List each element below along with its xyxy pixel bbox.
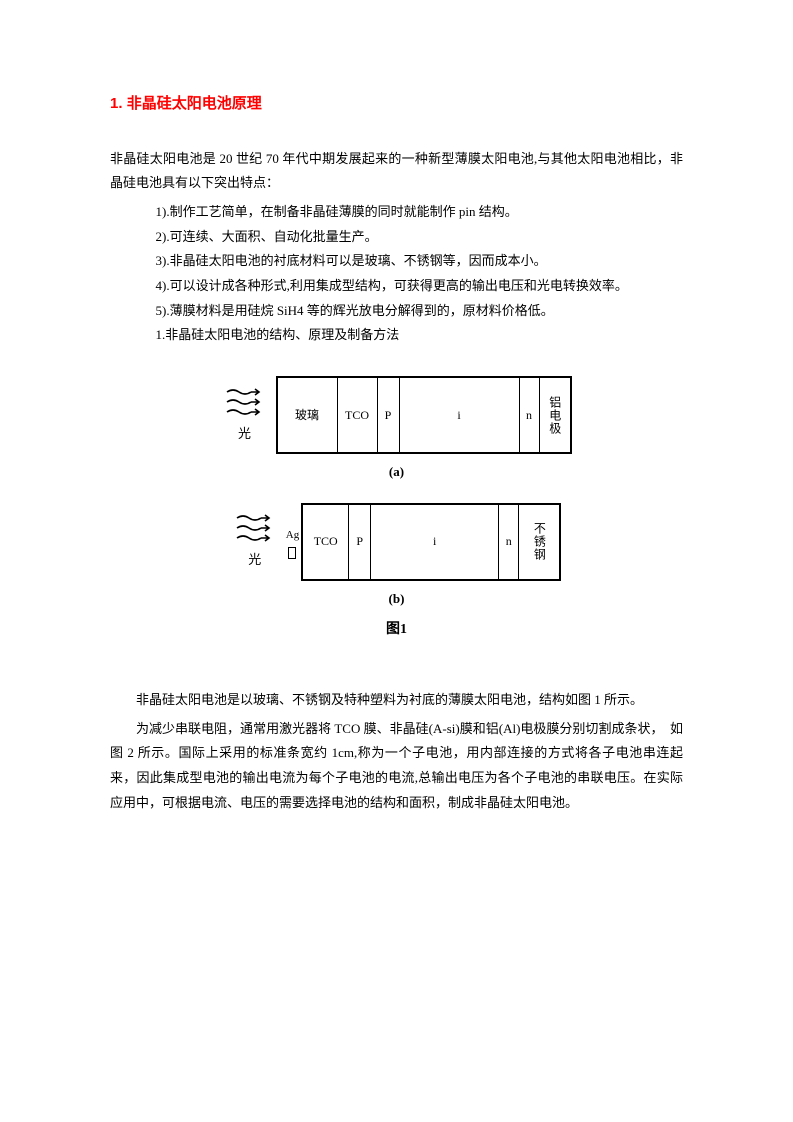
ag-label: Ag	[286, 525, 299, 546]
intro-paragraph: 非晶硅太阳电池是 20 世纪 70 年代中期发展起来的一种新型薄膜太阳电池,与其…	[110, 147, 683, 196]
light-label-a: 光	[238, 422, 251, 447]
list-item: 4).可以设计成各种形式,利用集成型结构，可获得更高的输出电压和光电转换效率。	[156, 274, 684, 299]
section-number: 1.	[110, 95, 123, 112]
paragraph-1: 非晶硅太阳电池是以玻璃、不锈钢及特种塑料为衬底的薄膜太阳电池，结构如图 1 所示…	[110, 688, 683, 713]
body-paragraphs: 非晶硅太阳电池是以玻璃、不锈钢及特种塑料为衬底的薄膜太阳电池，结构如图 1 所示…	[110, 688, 683, 815]
section-heading: 1. 非晶硅太阳电池原理	[110, 90, 683, 119]
section-title-text: 非晶硅太阳电池原理	[127, 95, 262, 112]
caption-a: (a)	[389, 460, 404, 485]
layer-tco: TCO	[338, 378, 378, 452]
layer-stack-a: 玻璃 TCO P i n 铝电极	[276, 376, 572, 454]
ag-electrode: Ag	[286, 525, 299, 559]
layer-al-electrode: 铝电极	[540, 378, 570, 452]
layer-i: i	[400, 378, 520, 452]
feature-list: 1).制作工艺简单，在制备非晶硅薄膜的同时就能制作 pin 结构。 2).可连续…	[110, 200, 683, 348]
layer-n: n	[499, 505, 519, 579]
layer-n: n	[520, 378, 540, 452]
list-item: 1).制作工艺简单，在制备非晶硅薄膜的同时就能制作 pin 结构。	[156, 200, 684, 225]
caption-b: (b)	[389, 587, 405, 612]
layer-glass: 玻璃	[278, 378, 338, 452]
paragraph-2: 为减少串联电阻，通常用激光器将 TCO 膜、非晶硅(A-si)膜和铝(Al)电极…	[110, 717, 683, 816]
diagram-a: 光 玻璃 TCO P i n 铝电极	[222, 376, 572, 454]
layer-p: P	[378, 378, 400, 452]
figure-title: 图1	[386, 617, 407, 644]
list-item: 1.非晶硅太阳电池的结构、原理及制备方法	[156, 323, 684, 348]
layer-stack-b: TCO P i n 不锈钢	[301, 503, 561, 581]
light-arrows-icon	[235, 510, 275, 546]
list-item: 2).可连续、大面积、自动化批量生产。	[156, 225, 684, 250]
diagram-b: 光 Ag TCO P i n 不锈钢	[232, 503, 561, 581]
layer-i: i	[371, 505, 499, 579]
list-item: 3).非晶硅太阳电池的衬底材料可以是玻璃、不锈钢等，因而成本小。	[156, 249, 684, 274]
light-arrows-icon	[225, 384, 265, 420]
figure-1: 光 玻璃 TCO P i n 铝电极 (a)	[110, 376, 683, 644]
light-label-b: 光	[248, 548, 261, 573]
layer-p: P	[349, 505, 371, 579]
ag-box-icon	[288, 547, 296, 559]
list-item: 5).薄膜材料是用硅烷 SiH4 等的辉光放电分解得到的，原材料价格低。	[156, 299, 684, 324]
layer-stainless: 不锈钢	[519, 505, 559, 579]
layer-tco: TCO	[303, 505, 349, 579]
